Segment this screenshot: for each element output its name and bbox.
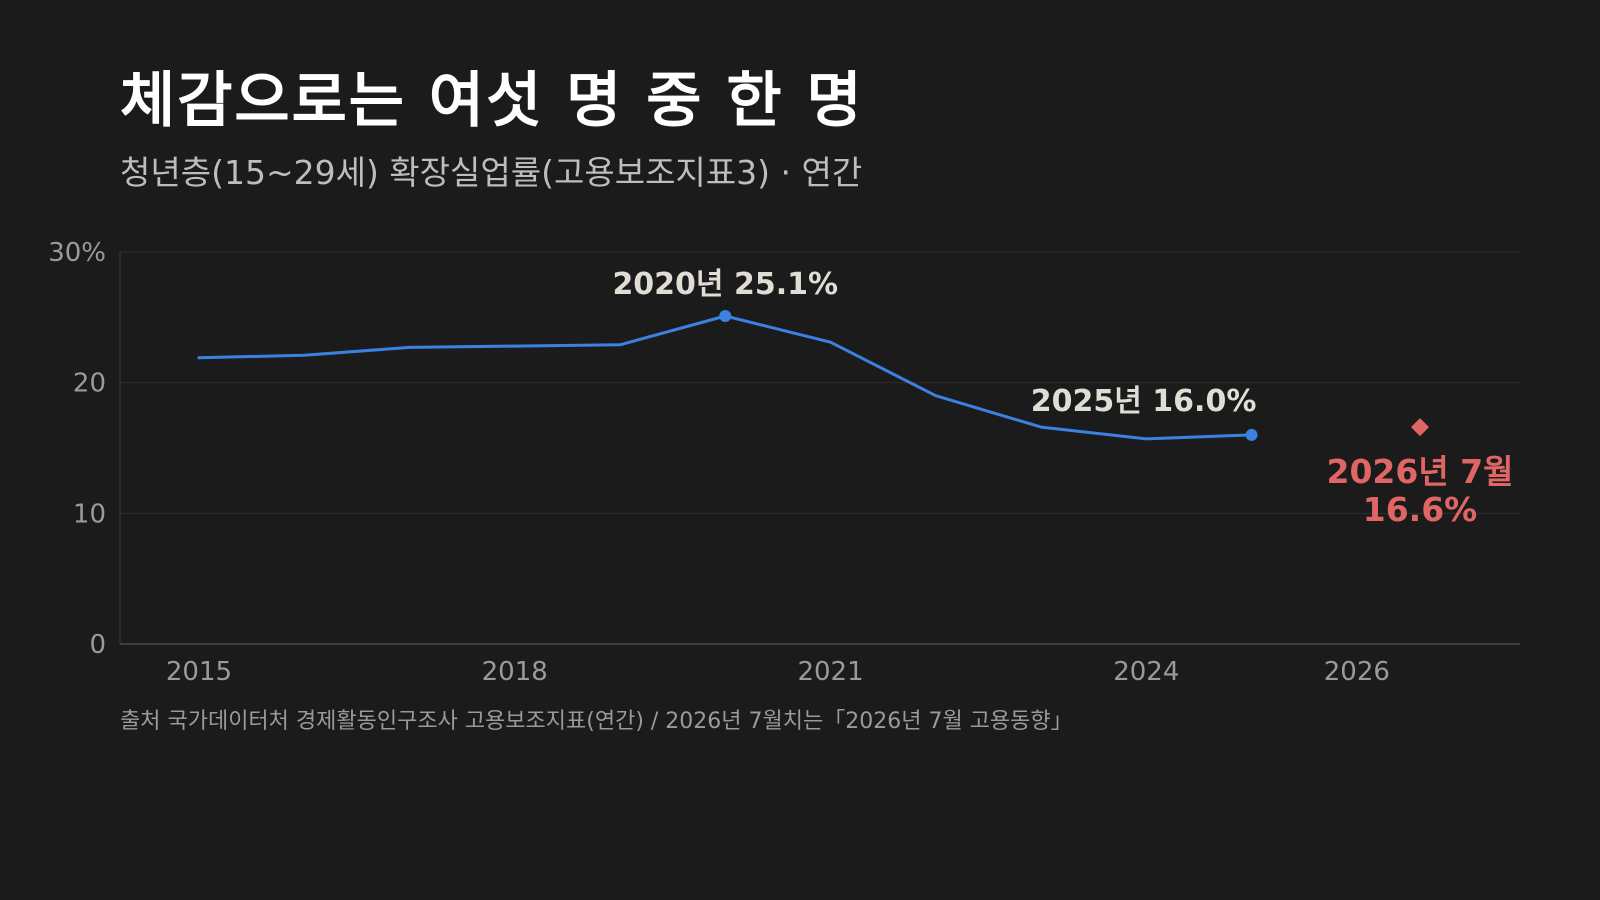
y-tick-label: 0 xyxy=(89,630,106,660)
highlight-point-diamond xyxy=(1411,418,1429,437)
x-tick-label: 2015 xyxy=(166,657,232,687)
data-point-2025 xyxy=(1245,428,1258,441)
axes: 0 10 20 30% 2015 2018 2021 2024 2026 xyxy=(48,238,1390,687)
series-line xyxy=(197,314,1254,441)
y-tick-label: 10 xyxy=(73,499,106,529)
y-tick-label: 20 xyxy=(73,369,106,399)
annotation-2025-latest: 2025년 16.0% xyxy=(1031,384,1257,419)
gridlines xyxy=(119,251,1520,645)
annotation-2026-july-date: 2026년 7월 xyxy=(1326,452,1513,491)
chart-subtitle: 청년층(15~29세) 확장실업률(고용보조지표3) · 연간 xyxy=(120,153,863,192)
x-tick-label: 2018 xyxy=(482,657,548,687)
data-point-2020 xyxy=(719,310,732,323)
x-tick-label: 2026 xyxy=(1324,657,1390,687)
chart-title: 체감으로는 여섯 명 중 한 명 xyxy=(120,66,864,136)
y-tick-label: 30% xyxy=(48,238,106,268)
x-tick-label: 2021 xyxy=(797,657,863,687)
annotation-2026-july-value: 16.6% xyxy=(1363,490,1478,529)
annotation-2020-peak: 2020년 25.1% xyxy=(612,267,838,302)
series xyxy=(197,310,1429,441)
x-tick-label: 2024 xyxy=(1113,657,1179,687)
source-note: 출처 국가데이터처 경제활동인구조사 고용보조지표(연간) / 2026년 7월… xyxy=(120,709,1073,734)
